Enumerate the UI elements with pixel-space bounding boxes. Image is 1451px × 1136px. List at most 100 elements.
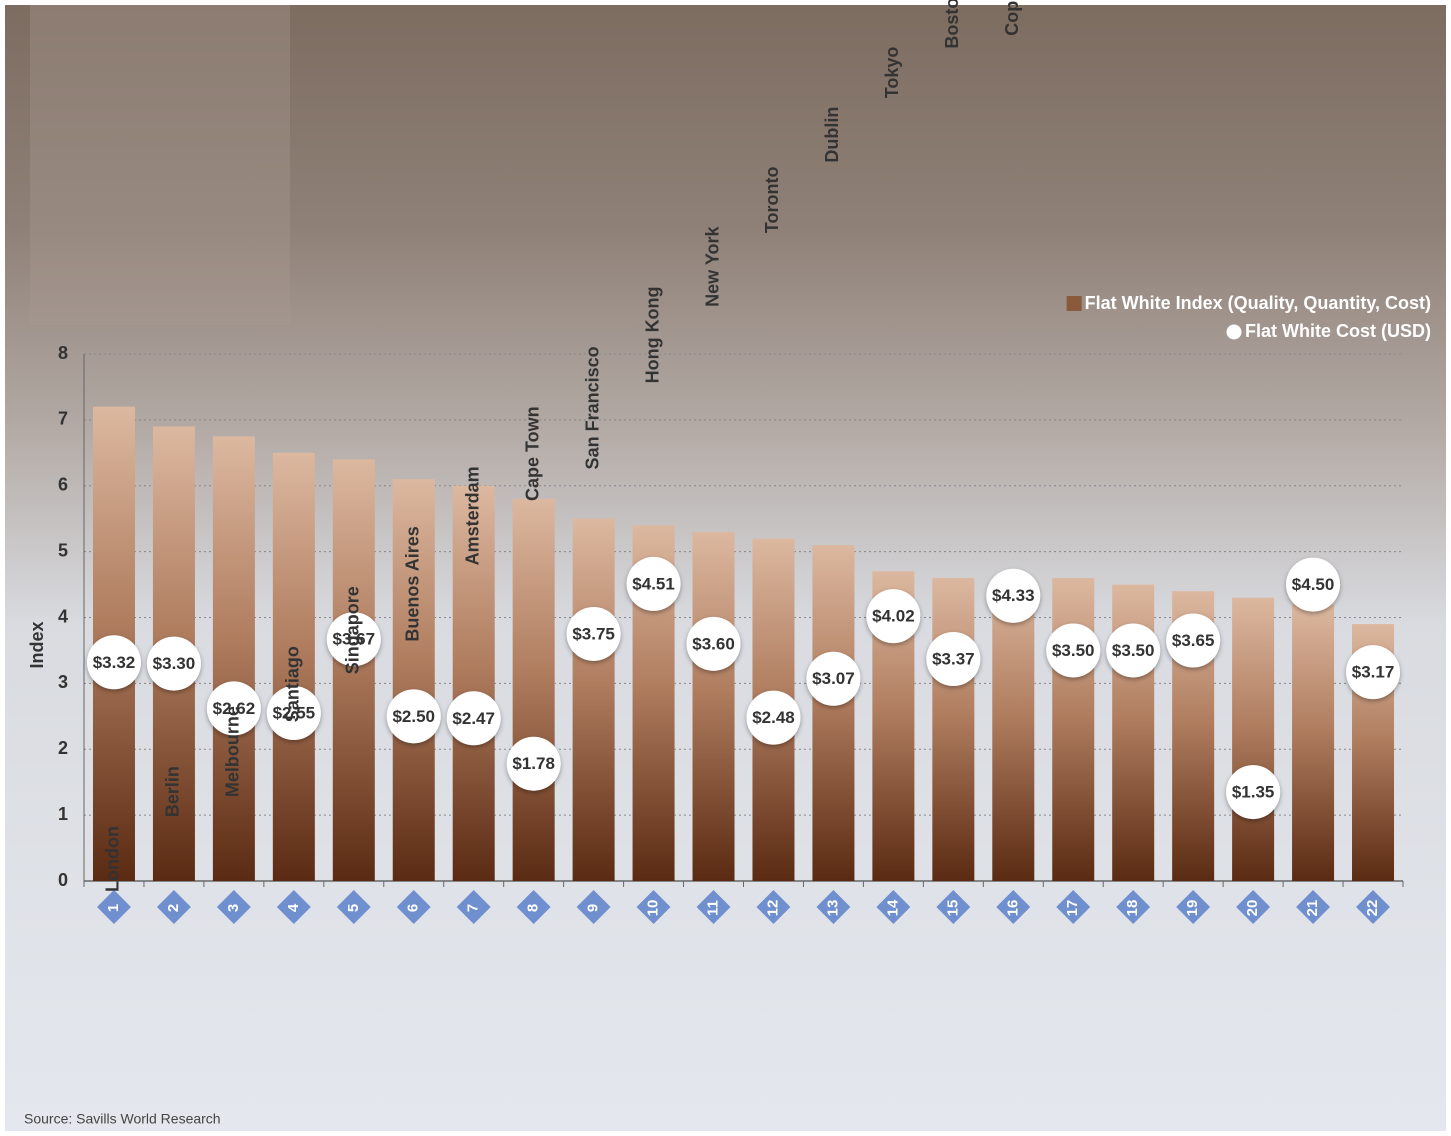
x-tick-label: Copenhagen: [1002, 0, 1022, 36]
x-tick-label: Hong Kong: [642, 286, 662, 383]
x-tick-label: San Francisco: [582, 346, 602, 469]
y-axis-label: Index: [27, 621, 47, 668]
window: [30, 5, 290, 325]
cost-marker: $3.30: [147, 637, 201, 691]
cost-marker: $3.37: [926, 632, 980, 686]
cost-label: $4.50: [1292, 575, 1335, 594]
rank-label: 17: [1064, 900, 1081, 917]
rank-label: 19: [1184, 900, 1201, 917]
rank-label: 18: [1124, 900, 1141, 917]
y-tick-label: 0: [58, 870, 68, 890]
cost-marker: $3.17: [1346, 645, 1400, 699]
cost-label: $3.07: [812, 669, 855, 688]
bar: [812, 545, 854, 881]
rank-label: 4: [285, 903, 302, 912]
cost-marker: $3.60: [687, 617, 741, 671]
bar: [573, 519, 615, 881]
x-tick-label: Cape Town: [522, 406, 542, 501]
x-tick-label: Melbourne: [223, 706, 243, 797]
bar: [513, 499, 555, 881]
cost-label: $3.30: [153, 654, 196, 673]
cost-label: $2.48: [752, 708, 795, 727]
cost-label: $4.33: [992, 586, 1035, 605]
cost-marker: $4.33: [986, 569, 1040, 623]
cost-marker: $1.78: [507, 737, 561, 791]
y-tick-label: 3: [58, 672, 68, 692]
cost-marker: $3.50: [1106, 623, 1160, 677]
rank-label: 15: [944, 900, 961, 917]
cost-label: $3.65: [1172, 631, 1215, 650]
rank-label: 12: [764, 900, 781, 917]
rank-label: 3: [225, 904, 242, 912]
x-tick-label: Santiago: [283, 646, 303, 722]
x-tick-label: New York: [702, 225, 722, 306]
y-tick-label: 5: [58, 540, 68, 560]
page: Index Source: Savills World Research 012…: [0, 0, 1451, 1136]
bar: [1292, 604, 1334, 881]
cost-label: $1.78: [512, 754, 555, 773]
x-tick-label: Buenos Aires: [403, 526, 423, 641]
bar: [213, 436, 255, 881]
legend-label: Flat White Index (Quality, Quantity, Cos…: [1085, 293, 1431, 313]
cost-label: $4.51: [632, 574, 675, 593]
cost-label: $3.75: [572, 624, 615, 643]
cost-marker: $3.32: [87, 635, 141, 689]
cost-label: $3.37: [932, 649, 975, 668]
x-tick-label: Tokyo: [882, 47, 902, 99]
x-tick-label: London: [103, 826, 123, 892]
legend-label: Flat White Cost (USD): [1245, 321, 1431, 341]
rank-label: 10: [645, 900, 662, 917]
y-tick-label: 4: [58, 606, 68, 626]
cost-label: $3.50: [1112, 641, 1155, 660]
bar: [693, 532, 735, 881]
cost-marker: $4.50: [1286, 558, 1340, 612]
bar: [1232, 598, 1274, 881]
rank-label: 7: [465, 904, 482, 912]
rank-label: 13: [824, 900, 841, 917]
cost-label: $3.17: [1352, 663, 1395, 682]
cost-marker: $2.47: [447, 691, 501, 745]
rank-label: 11: [704, 900, 721, 916]
y-tick-label: 8: [58, 343, 68, 363]
cost-marker: $3.75: [567, 607, 621, 661]
bar: [932, 578, 974, 881]
cost-label: $3.32: [93, 653, 136, 672]
cost-label: $4.02: [872, 607, 915, 626]
legend-swatch: [1227, 325, 1242, 340]
x-tick-label: Amsterdam: [462, 466, 482, 565]
cost-label: $3.60: [692, 634, 735, 653]
legend-swatch: [1067, 296, 1082, 311]
x-tick-label: Singapore: [343, 586, 363, 674]
cost-label: $2.50: [392, 707, 435, 726]
x-tick-label: Toronto: [762, 167, 782, 234]
rank-label: 20: [1244, 900, 1261, 917]
rank-label: 2: [165, 904, 182, 912]
cost-label: $3.50: [1052, 641, 1095, 660]
cost-marker: $4.51: [627, 557, 681, 611]
cost-marker: $3.65: [1166, 614, 1220, 668]
rank-label: 14: [884, 899, 901, 916]
bar: [992, 578, 1034, 881]
cost-label: $2.47: [452, 709, 495, 728]
cost-label: $1.35: [1232, 783, 1275, 802]
cost-marker: $3.50: [1046, 623, 1100, 677]
rank-label: 8: [525, 904, 542, 912]
rank-label: 22: [1364, 900, 1381, 917]
y-tick-label: 1: [58, 804, 68, 824]
x-tick-label: Boston: [942, 0, 962, 49]
rank-label: 6: [405, 904, 422, 912]
x-tick-label: Dublin: [822, 107, 842, 163]
rank-label: 9: [585, 904, 602, 912]
x-tick-label: Berlin: [163, 766, 183, 817]
cost-marker: $2.50: [387, 689, 441, 743]
y-tick-label: 2: [58, 738, 68, 758]
cost-marker: $3.07: [806, 652, 860, 706]
y-tick-label: 6: [58, 475, 68, 495]
rank-label: 21: [1304, 900, 1321, 917]
bar: [1052, 578, 1094, 881]
rank-label: 5: [345, 904, 362, 912]
y-tick-label: 7: [58, 409, 68, 429]
cost-marker: $1.35: [1226, 765, 1280, 819]
rank-label: 16: [1004, 900, 1021, 917]
rank-label: 1: [105, 904, 122, 912]
